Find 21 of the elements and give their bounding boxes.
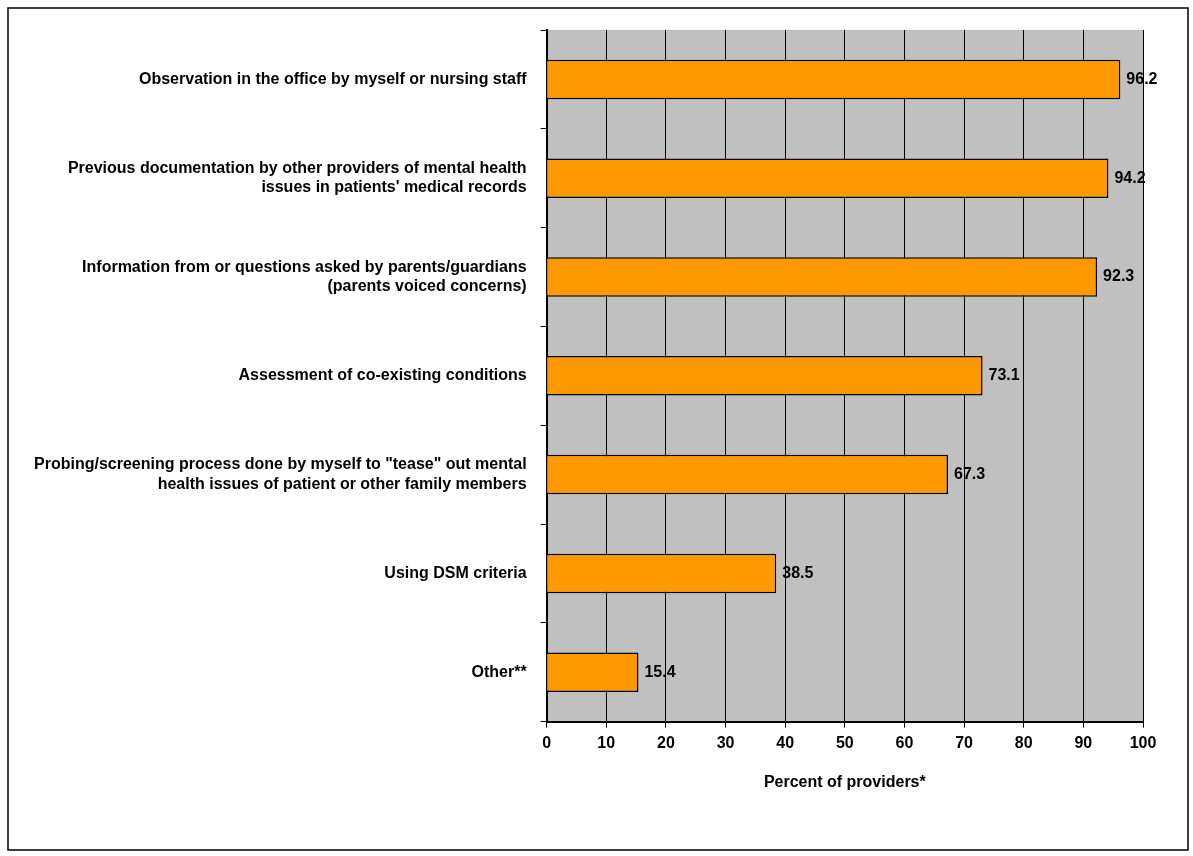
- y-tick-label: Probing/screening process done by myself to "tease" out mental health issues of patient or other family members: [34, 455, 527, 492]
- x-tick-label: 70: [955, 733, 974, 751]
- y-tick-label: Previous documentation by other providers of mental health issues in patients' medical records: [67, 159, 527, 196]
- x-tick-label: 100: [1129, 733, 1157, 751]
- data-label: 92.3: [1103, 267, 1135, 285]
- y-tick-label: Other**: [471, 662, 528, 680]
- x-tick-label: 30: [716, 733, 735, 751]
- x-axis-title: Percent of providers*: [763, 772, 927, 790]
- x-tick-label: 80: [1014, 733, 1033, 751]
- x-tick-label: 40: [776, 733, 795, 751]
- x-tick-label: 90: [1074, 733, 1093, 751]
- x-tick-label: 10: [597, 733, 616, 751]
- x-tick-label: 60: [895, 733, 914, 751]
- data-label: 73.1: [988, 366, 1020, 384]
- y-tick-label: Information from or questions asked by parents/guardians (parents voiced concerns): [82, 257, 527, 295]
- y-tick-label: Assessment of co-existing conditions: [238, 366, 527, 384]
- y-tick-label: Observation in the office by myself or nursing staff: [139, 69, 528, 87]
- x-tick-label: 50: [835, 733, 854, 751]
- x-tick-label: 0: [542, 733, 552, 751]
- x-tick-label: 20: [657, 733, 675, 751]
- y-tick-label: Using DSM criteria: [384, 563, 527, 581]
